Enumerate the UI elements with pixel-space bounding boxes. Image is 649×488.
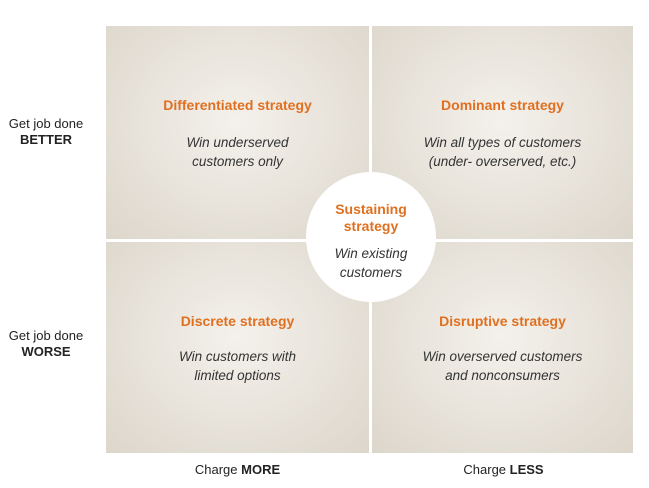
quadrant-description: Win customers with limited options [106, 347, 369, 385]
y-label-emphasis: WORSE [21, 344, 71, 359]
x-label-prefix: Charge [194, 462, 242, 477]
quadrant-differentiated: Differentiated strategy Win underserved … [106, 26, 369, 239]
quadrant-description: Win overserved customers and nonconsumer… [372, 347, 633, 385]
description-line: customers [339, 265, 403, 280]
quadrant-description: Win underserved customers only [106, 133, 369, 171]
y-label-prefix: Get job done [8, 116, 84, 131]
y-label-emphasis: BETTER [20, 132, 72, 147]
quadrant-title: Differentiated strategy [163, 97, 312, 113]
description-line: and nonconsumers [445, 368, 560, 383]
description-line: Win existing [334, 246, 408, 261]
description-line: customers only [192, 154, 283, 169]
x-label-more: Charge MORE [106, 462, 369, 477]
quadrant-description: Win all types of customers (under- overs… [372, 133, 633, 171]
center-circle [306, 172, 436, 302]
description-line: Win overserved customers [422, 349, 583, 364]
description-line: limited options [194, 368, 281, 383]
x-label-emphasis: MORE [241, 462, 281, 477]
quadrant-title: Discrete strategy [180, 313, 295, 329]
description-line: Win all types of customers [423, 135, 582, 150]
description-line: Win customers with [179, 349, 296, 364]
y-label-better: Get job done BETTER [0, 116, 92, 148]
center-description: Win existing customers [306, 244, 436, 282]
x-label-less: Charge LESS [372, 462, 635, 477]
y-label-worse: Get job done WORSE [0, 328, 92, 360]
quadrant-title: Dominant strategy [441, 97, 564, 113]
quadrant-title: Disruptive strategy [439, 313, 566, 329]
center-title: Sustaining strategy [306, 201, 436, 235]
y-label-prefix: Get job done [8, 328, 84, 343]
center-title-line: strategy [343, 218, 399, 234]
description-line: Win underserved [186, 135, 289, 150]
x-label-emphasis: LESS [509, 462, 544, 477]
description-line: (under- overserved, etc.) [428, 154, 577, 169]
center-title-line: Sustaining [335, 201, 407, 217]
x-label-prefix: Charge [463, 462, 510, 477]
